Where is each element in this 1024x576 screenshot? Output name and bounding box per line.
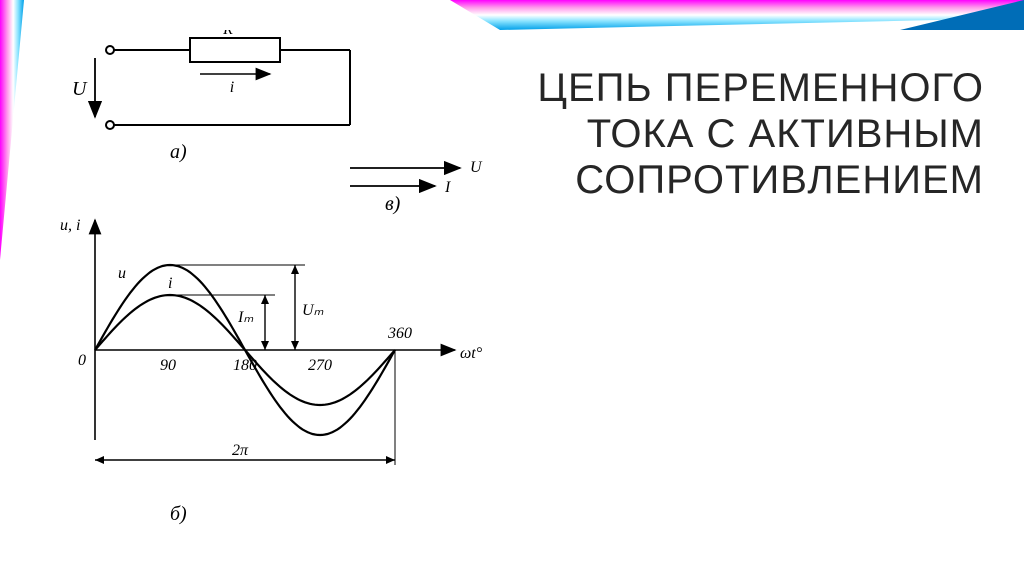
label-v: в) — [385, 193, 401, 215]
sine-graph: u, i 0 ωt° 90 180 270 360 u i Uₘ Iₘ 2π — [60, 217, 483, 525]
circuit-a: U R i а) — [72, 30, 350, 163]
page-title: ЦЕПЬ ПЕРЕМЕННОГО ТОКА С АКТИВНЫМ СОПРОТИ… — [524, 65, 984, 203]
two-pi-label: 2π — [232, 442, 249, 459]
xtick-360: 360 — [387, 325, 412, 342]
circuit-R-label: R — [222, 30, 233, 38]
u-curve-label: u — [118, 265, 126, 282]
origin-label: 0 — [78, 352, 86, 369]
Um-label: Uₘ — [302, 302, 324, 319]
physics-diagram: U R i а) U I в) u, i 0 ωt° 90 180 270 36… — [40, 30, 500, 550]
x-axis-label: ωt° — [460, 345, 483, 362]
circuit-U-label: U — [72, 78, 88, 100]
phasor-v: U I в) — [350, 159, 483, 215]
phasor-U: U — [470, 159, 483, 176]
label-b: б) — [170, 503, 187, 525]
xtick-90: 90 — [160, 357, 176, 374]
y-axis-label: u, i — [60, 217, 80, 234]
label-a: а) — [170, 141, 187, 163]
Im-label: Iₘ — [237, 309, 253, 326]
diagram-container: U R i а) U I в) u, i 0 ωt° 90 180 270 36… — [40, 30, 500, 550]
phasor-I: I — [444, 179, 451, 196]
xtick-270: 270 — [308, 357, 332, 374]
rainbow-top-stripe — [0, 0, 1024, 30]
circuit-i-label: i — [230, 79, 234, 96]
i-curve-label: i — [168, 275, 172, 292]
